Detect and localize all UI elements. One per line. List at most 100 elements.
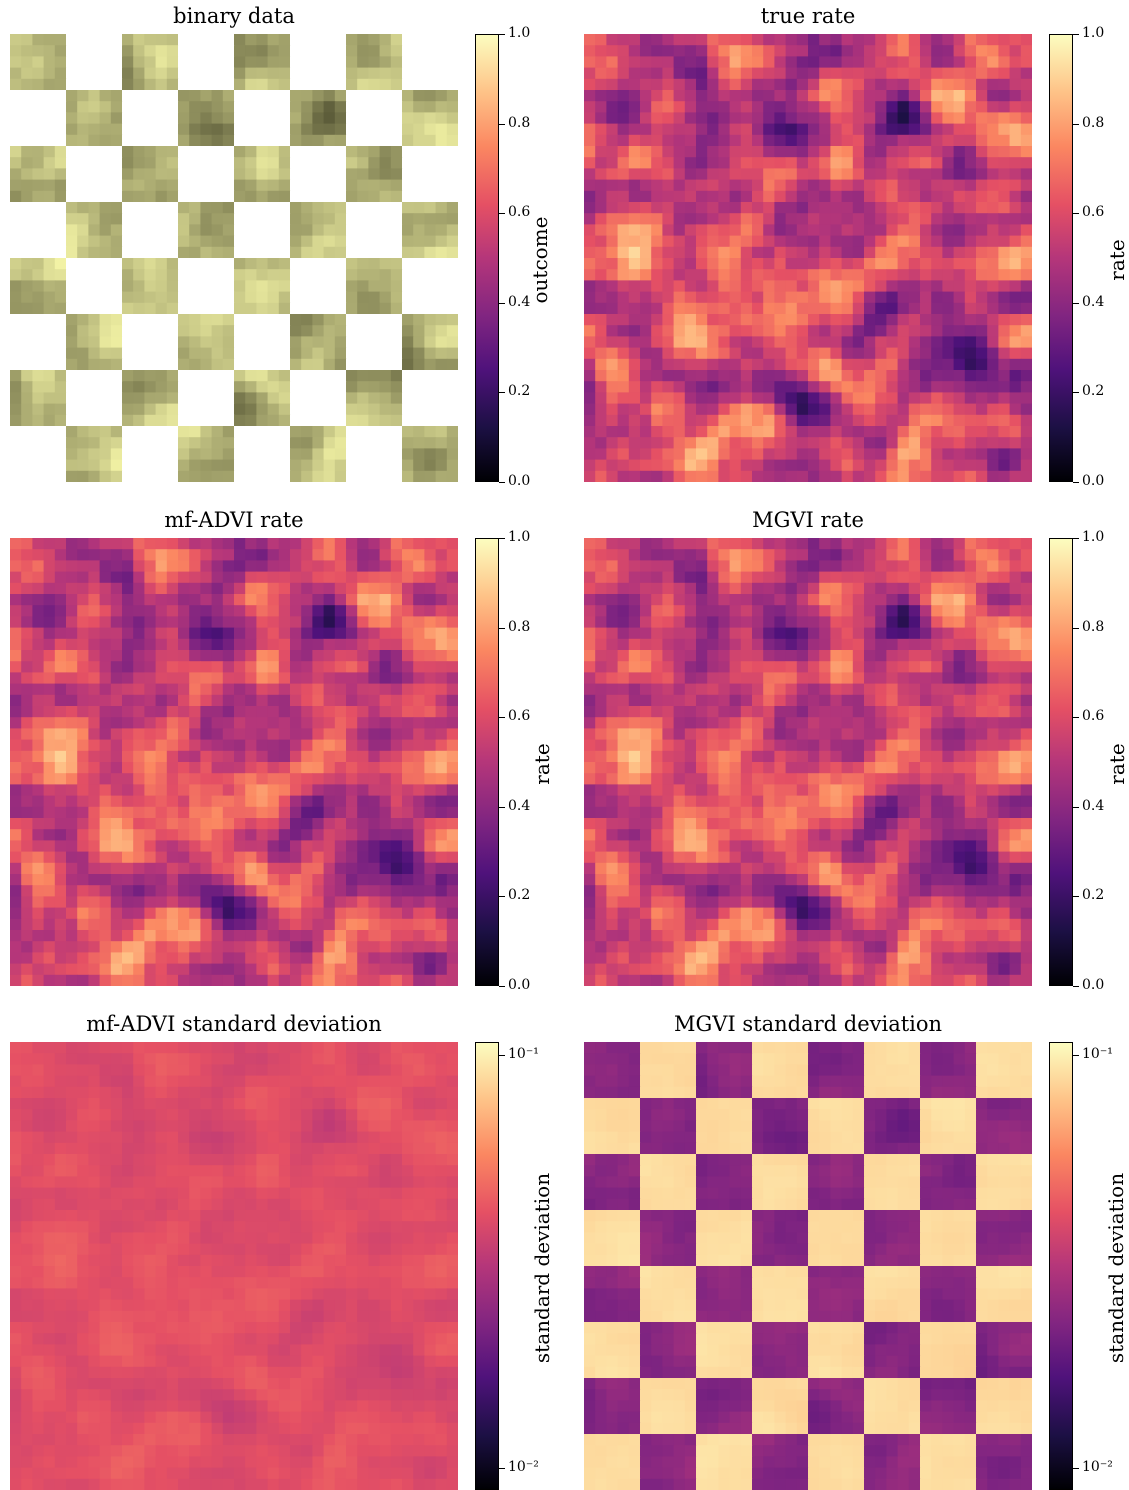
heatmap-cell [234, 840, 246, 853]
heatmap-cell [211, 907, 224, 920]
heatmap-cell [290, 627, 302, 640]
heatmap-cell [808, 459, 820, 472]
heatmap-cell [402, 370, 414, 382]
heatmap-cell [402, 179, 414, 192]
heatmap-cell [379, 739, 392, 752]
heatmap-cell [808, 56, 820, 69]
heatmap-cell [155, 235, 168, 248]
heatmap-cell [402, 202, 414, 214]
heatmap-cell [617, 56, 630, 69]
colorbar-label: rate [1105, 239, 1129, 281]
heatmap-cell [88, 437, 101, 449]
heatmap-cell [122, 90, 134, 102]
heatmap-cell [301, 381, 313, 393]
heatmap-cell [964, 90, 977, 102]
heatmap-cell [200, 370, 213, 382]
heatmap-cell [290, 370, 302, 382]
heatmap-cell [707, 403, 719, 416]
heatmap-cell [21, 112, 33, 125]
heatmap-cell [256, 706, 269, 718]
heatmap-cell [245, 739, 257, 752]
heatmap-cell [864, 347, 876, 360]
heatmap-cell [617, 370, 630, 382]
heatmap-cell [998, 56, 1011, 69]
heatmap-cell [99, 448, 112, 461]
heatmap-cell [987, 202, 999, 214]
heatmap-cell [628, 269, 641, 281]
heatmap-cell [222, 67, 235, 80]
heatmap-cell [278, 336, 291, 349]
heatmap-cell [200, 246, 213, 259]
heatmap-cell [424, 650, 437, 662]
heatmap-cell [21, 694, 33, 707]
heatmap-cell [942, 314, 955, 326]
heatmap-cell [278, 896, 291, 909]
heatmap-cell [964, 381, 977, 393]
heatmap-cell [931, 414, 943, 427]
heatmap-cell [88, 168, 101, 181]
heatmap-cell [763, 235, 775, 248]
heatmap-cell [211, 728, 224, 741]
colorbar-tick-mark [499, 896, 505, 898]
heatmap-cell [189, 974, 201, 986]
heatmap-cell [189, 325, 201, 337]
heatmap-cell [155, 728, 168, 741]
heatmap-cell [32, 78, 45, 91]
heatmap-cell [166, 549, 179, 561]
heatmap-cell [323, 560, 336, 573]
heatmap-cell [435, 795, 448, 808]
heatmap-cell [200, 795, 213, 808]
heatmap-cell [651, 370, 663, 382]
heatmap-cell [122, 381, 134, 393]
heatmap-cell [110, 795, 123, 808]
heatmap-cell [976, 190, 988, 203]
heatmap-cell [357, 605, 369, 617]
heatmap-cell [707, 179, 719, 192]
heatmap-cell [673, 202, 686, 214]
heatmap-cell [640, 325, 652, 337]
heatmap-cell [628, 157, 641, 169]
heatmap-cell [346, 90, 358, 102]
heatmap-cell [785, 190, 798, 203]
heatmap-cell [21, 661, 33, 673]
heatmap-cell [1009, 470, 1022, 482]
heatmap-cell [267, 829, 280, 841]
heatmap-cell [357, 269, 369, 281]
heatmap-cell [413, 795, 425, 808]
heatmap-cell [1020, 213, 1032, 225]
heatmap-cell [651, 448, 663, 461]
heatmap-cell [178, 750, 190, 763]
heatmap-cell [312, 806, 325, 819]
heatmap-cell [32, 538, 45, 550]
heatmap-cell [278, 280, 291, 293]
heatmap-cell [267, 717, 280, 729]
heatmap-cell [122, 907, 134, 920]
heatmap-cell [290, 952, 302, 965]
heatmap-cell [245, 594, 257, 606]
heatmap-cell [278, 213, 291, 225]
heatmap-cell [402, 941, 414, 953]
heatmap-cell [323, 45, 336, 57]
heatmap-cell [953, 358, 966, 371]
heatmap-cell [808, 101, 820, 113]
heatmap-cell [357, 829, 369, 841]
heatmap-cell [334, 728, 347, 741]
heatmap-cell [346, 717, 358, 729]
heatmap-cell [211, 101, 224, 113]
heatmap-cell [446, 45, 458, 57]
heatmap-cell [301, 470, 313, 482]
heatmap-cell [290, 235, 302, 248]
heatmap-cell [256, 560, 269, 573]
heatmap-cell [77, 470, 89, 482]
heatmap-cell [998, 302, 1011, 315]
colorbar-tick-mark [499, 627, 505, 629]
heatmap-cell [424, 381, 437, 393]
heatmap-cell [10, 370, 22, 382]
heatmap-cell [390, 78, 403, 91]
heatmap-cell [166, 325, 179, 337]
heatmap-cell [10, 134, 22, 147]
heatmap-cell [178, 179, 190, 192]
heatmap-cell [155, 336, 168, 349]
heatmap-cell [267, 336, 280, 349]
heatmap-cell [852, 190, 865, 203]
